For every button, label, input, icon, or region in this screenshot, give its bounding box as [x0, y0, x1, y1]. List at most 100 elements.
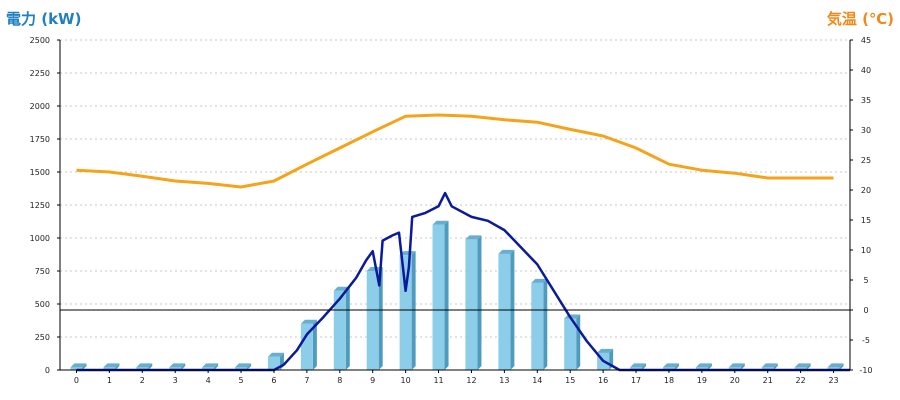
- bar-side: [642, 363, 647, 370]
- axes: [57, 39, 853, 373]
- x-tick-label: 16: [598, 376, 608, 385]
- bar: [695, 367, 708, 370]
- bar: [366, 271, 379, 370]
- x-tick-label: 11: [433, 376, 443, 385]
- bar-side: [148, 363, 153, 370]
- bar: [333, 290, 346, 370]
- bar-top: [794, 363, 811, 368]
- x-tick-label: 13: [499, 376, 509, 385]
- x-tick-label: 4: [206, 376, 211, 385]
- left-tick-label: 1500: [30, 168, 50, 177]
- bar-side: [740, 363, 745, 370]
- right-tick-label: 35: [861, 96, 871, 105]
- right-tick-label: 40: [861, 66, 871, 75]
- x-tick-label: 3: [173, 376, 178, 385]
- bar-top: [695, 363, 712, 368]
- bar-side: [214, 363, 219, 370]
- left-tick-label: 750: [35, 267, 50, 276]
- bar-top: [202, 363, 219, 368]
- left-axis-title: 電力 (kW): [6, 10, 82, 28]
- bar-top: [728, 363, 745, 368]
- bar-top: [103, 363, 120, 368]
- bar-top: [531, 278, 548, 283]
- bar: [827, 367, 840, 370]
- bar-top: [498, 249, 515, 254]
- bar: [267, 356, 280, 370]
- bar: [662, 367, 675, 370]
- bar-top: [761, 363, 778, 368]
- x-tick-label: 21: [763, 376, 773, 385]
- right-tick-label: 15: [861, 216, 871, 225]
- bar-top: [465, 235, 482, 240]
- bar: [531, 282, 544, 370]
- line-series: [76, 113, 850, 372]
- bar: [103, 367, 116, 370]
- bar: [432, 224, 445, 370]
- bar-top: [827, 363, 844, 368]
- bar-top: [630, 363, 647, 368]
- x-tick-label: 20: [730, 376, 740, 385]
- x-tick-label: 7: [304, 376, 309, 385]
- right-tick-label: 45: [861, 36, 871, 45]
- bar: [136, 367, 149, 370]
- x-tick-label: 0: [74, 376, 79, 385]
- bar: [300, 323, 313, 370]
- right-axis-title: 気温 (℃): [826, 10, 894, 28]
- bar-side: [773, 363, 778, 370]
- bar-side: [444, 220, 449, 370]
- bar: [169, 367, 182, 370]
- grid: [60, 39, 850, 338]
- bar-side: [477, 235, 482, 370]
- bar-side: [345, 286, 350, 370]
- bar-side: [576, 314, 581, 370]
- x-tick-label: 10: [401, 376, 411, 385]
- x-tick-label: 6: [271, 376, 276, 385]
- bar-top: [267, 352, 284, 357]
- bar-side: [181, 363, 186, 370]
- x-tick-label: 19: [697, 376, 707, 385]
- right-tick-label: 25: [861, 156, 871, 165]
- bar-side: [115, 363, 120, 370]
- bar-top: [169, 363, 186, 368]
- x-tick-label: 23: [828, 376, 838, 385]
- bar-side: [839, 363, 844, 370]
- power-line: [76, 191, 850, 372]
- bar-top: [432, 220, 449, 225]
- bar: [728, 367, 741, 370]
- left-tick-label: 1000: [30, 234, 50, 243]
- bar-top: [662, 363, 679, 368]
- bar-top: [300, 319, 317, 324]
- bar: [465, 239, 478, 370]
- bar-side: [674, 363, 679, 370]
- bar-side: [806, 363, 811, 370]
- right-tick-label: 0: [863, 306, 868, 315]
- bar: [761, 367, 774, 370]
- bar-top: [70, 363, 87, 368]
- left-tick-label: 1750: [30, 135, 50, 144]
- left-tick-label: 2000: [30, 102, 50, 111]
- bar-side: [543, 278, 548, 370]
- left-tick-label: 2500: [30, 36, 50, 45]
- bar-side: [312, 319, 317, 370]
- left-tick-label: 250: [35, 333, 50, 342]
- bar: [498, 253, 511, 370]
- bar: [564, 318, 577, 370]
- x-tick-label: 1: [107, 376, 112, 385]
- bar-side: [82, 363, 87, 370]
- bar: [70, 367, 83, 370]
- bar: [202, 367, 215, 370]
- x-tick-label: 12: [466, 376, 476, 385]
- x-tick-label: 8: [337, 376, 342, 385]
- right-tick-label: 30: [861, 126, 871, 135]
- tick-labels: 02505007501000125015001750200022502500-1…: [30, 36, 873, 385]
- x-tick-label: 17: [631, 376, 641, 385]
- left-tick-label: 0: [45, 366, 50, 375]
- temperature-line: [76, 113, 834, 189]
- right-tick-label: 10: [861, 246, 871, 255]
- x-tick-label: 9: [370, 376, 375, 385]
- bar: [794, 367, 807, 370]
- bar-side: [378, 267, 383, 370]
- x-tick-label: 15: [565, 376, 575, 385]
- bar-series: [70, 220, 844, 370]
